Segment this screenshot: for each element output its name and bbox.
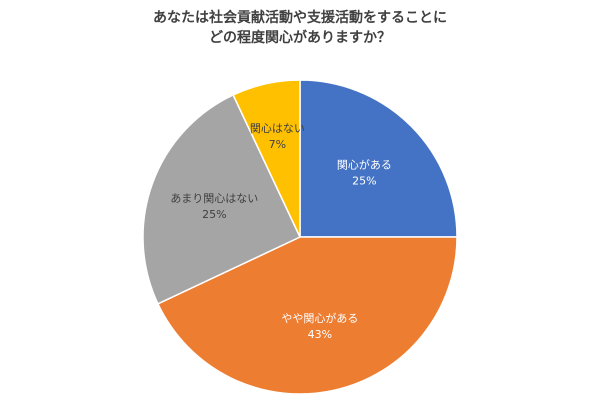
slice-value-1: 43% [308,328,332,341]
pie-slice-3 [232,79,301,238]
slice-label-0: 関心がある [337,158,392,172]
chart-title-line-1: あなたは社会貢献活動や支援活動をすることに [153,10,447,26]
slice-value-0: 25% [352,175,376,188]
chart-title: あなたは社会貢献活動や支援活動をすることに どの程度関心がありますか？ [0,8,600,48]
chart-title-line-2: どの程度関心がありますか？ [209,30,391,46]
slice-value-2: 25% [202,208,226,221]
slice-label-1: やや関心がある [281,311,358,325]
slice-label-2: あまり関心はない [170,192,258,205]
slice-label-3: 関心はない [250,122,305,135]
pie-slice-1 [156,236,458,395]
slice-value-3: 7% [269,138,286,151]
pie-slice-0 [299,79,458,238]
pie-slice-2 [142,93,301,305]
